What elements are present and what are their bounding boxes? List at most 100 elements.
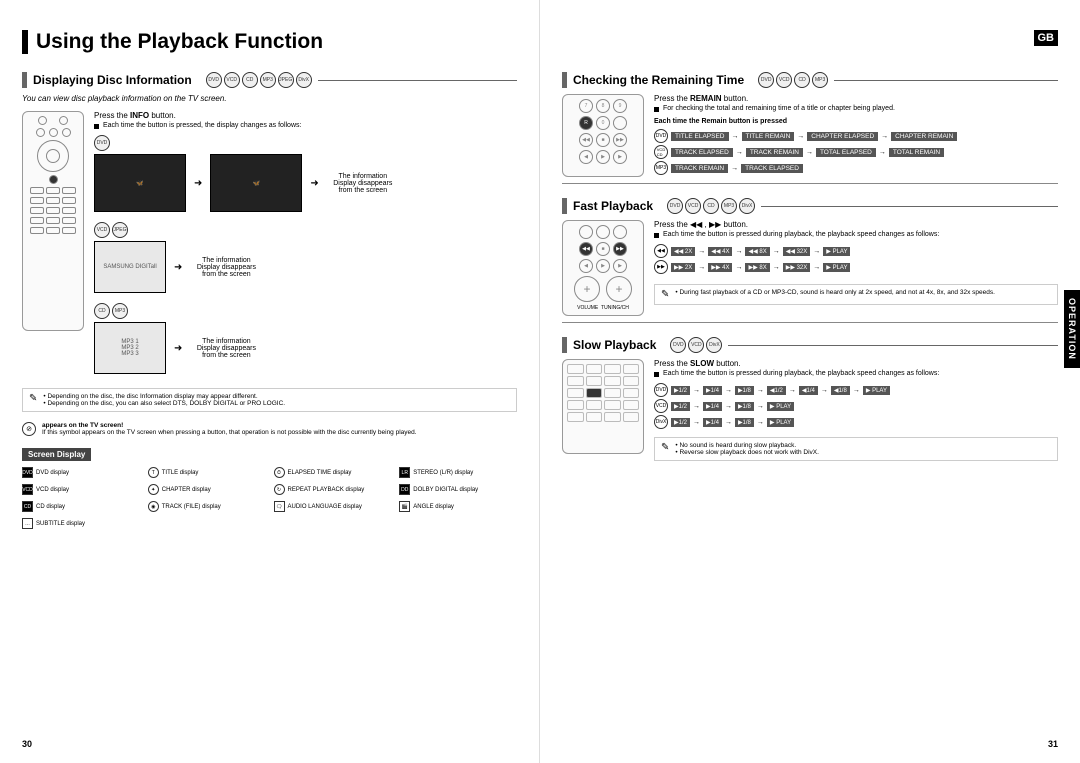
- section-title: Checking the Remaining Time: [573, 73, 752, 87]
- legend-item: ◉TRACK (FILE) display: [148, 501, 266, 512]
- arrow-icon: ➜: [174, 343, 182, 354]
- legend-item: LRSTEREO (L/R) display: [399, 467, 517, 478]
- vcd-icon: VCD: [685, 198, 701, 214]
- info-column: Press the ◀◀ , ▶▶ button. Each time the …: [654, 220, 1058, 316]
- display-group-cd-mp3: CDMP3 MP3 1MP3 2MP3 3 ➜ The information …: [94, 303, 517, 374]
- seq-row: DVD ▶1/2→▶1/4→▶1/8→◀1/2→◀1/4→◀1/8→▶ PLAY: [654, 383, 1058, 397]
- legend-item: 🗨AUDIO LANGUAGE display: [274, 501, 392, 512]
- mp3-icon: MP3: [812, 72, 828, 88]
- divx-icon: DivX: [654, 415, 668, 429]
- region-badge: GB: [1034, 30, 1059, 46]
- cd-icon: CD: [794, 72, 810, 88]
- note-box: ✎ • No sound is heard during slow playba…: [654, 437, 1058, 461]
- remain-instruction: Press the REMAIN button.: [654, 94, 1058, 103]
- content-row-fast: ◀◀■▶▶ ◀▶▶ ++ VOLUME TUNING/CH Press the …: [562, 220, 1058, 316]
- manual-spread: Using the Playback Function Displaying D…: [0, 0, 1080, 763]
- dvd-icon: DVD: [758, 72, 774, 88]
- angle-icon: 🎬: [399, 501, 410, 512]
- section-header-fast: Fast Playback DVD VCD CD MP3 DivX: [562, 198, 1058, 214]
- info-bubble: The information Display disappears from …: [190, 338, 262, 359]
- legend-item: 🎬ANGLE display: [399, 501, 517, 512]
- dolby-icon: DD: [399, 484, 410, 495]
- jpeg-icon: JPEG: [278, 72, 294, 88]
- cd-icon: CD: [242, 72, 258, 88]
- dvd-icon: DVD: [206, 72, 222, 88]
- seq-row: VCD ▶1/2→▶1/4→▶1/8→▶ PLAY: [654, 399, 1058, 413]
- prohibited-icon: ⊘: [22, 422, 36, 436]
- info-bubble: The information Display disappears from …: [327, 173, 399, 194]
- section-title: Displaying Disc Information: [33, 73, 200, 87]
- disc-format-icons: DVD VCD DivX: [670, 337, 722, 353]
- slow-instruction: Press the SLOW button.: [654, 359, 1058, 368]
- page-31: GB OPERATION Checking the Remaining Time…: [540, 0, 1080, 763]
- divx-icon: DivX: [706, 337, 722, 353]
- note-icon: ✎: [661, 442, 669, 456]
- track-icon: ◉: [148, 501, 159, 512]
- main-title: Using the Playback Function: [36, 30, 323, 54]
- vcd-icon: VCD: [688, 337, 704, 353]
- content-row-remaining: 789 R0 ◀◀■▶▶ ◀▶▶ Press the REMAIN button…: [562, 94, 1058, 177]
- dvd-icon: DVD: [670, 337, 686, 353]
- cd-icon: CD: [703, 198, 719, 214]
- info-column: Press the INFO button. Each time the but…: [94, 111, 517, 384]
- page-number-left: 30: [22, 739, 32, 749]
- note-icon: ✎: [29, 393, 37, 407]
- osd-sample-1-icon: 🦋: [94, 154, 186, 212]
- section-header-slow: Slow Playback DVD VCD DivX: [562, 337, 1058, 353]
- remote-playback-icon: ◀◀■▶▶ ◀▶▶ ++ VOLUME TUNING/CH: [562, 220, 644, 316]
- dvd-icon: DVD: [667, 198, 683, 214]
- section-header-remaining: Checking the Remaining Time DVD VCD CD M…: [562, 72, 1058, 88]
- subtitle-icon: …: [22, 518, 33, 529]
- seq-row: MP3 TRACK REMAIN → TRACK ELAPSED: [654, 161, 1058, 175]
- mp3-icon: MP3: [654, 161, 668, 175]
- legend-item: TTITLE display: [148, 467, 266, 478]
- arrow-icon: ➜: [174, 262, 182, 273]
- legend-item: ⏱ELAPSED TIME display: [274, 467, 392, 478]
- content-row-display: Press the INFO button. Each time the but…: [22, 111, 517, 384]
- seq-row: ◀◀ ◀◀ 2X → ◀◀ 4X → ◀◀ 8X → ◀◀ 32X → ▶ PL…: [654, 244, 1058, 258]
- divx-icon: DivX: [739, 198, 755, 214]
- screen-display-label: Screen Display: [22, 448, 91, 461]
- vcd-icon: VCD: [776, 72, 792, 88]
- note-icon: ✎: [661, 289, 669, 300]
- remote-control-icon: [22, 111, 84, 331]
- osd-sample-icon: SAMSUNG DIGITall: [94, 241, 166, 293]
- dvd-badge-icon: DVD: [22, 467, 33, 478]
- forward-icon: ▶▶: [654, 260, 668, 274]
- remote-slow-icon: [562, 359, 644, 454]
- display-group-dvd: DVD 🦋 ➜ 🦋 ➜ The information Display disa…: [94, 135, 517, 212]
- repeat-icon: ↻: [274, 484, 285, 495]
- vcd-icon: VCD: [224, 72, 240, 88]
- legend-item: ✦CHAPTER display: [148, 484, 266, 495]
- content-row-slow: Press the SLOW button. Each time the but…: [562, 359, 1058, 461]
- info-column: Press the SLOW button. Each time the but…: [654, 359, 1058, 461]
- arrow-icon: ➜: [310, 178, 318, 189]
- info-instruction: Press the INFO button.: [94, 111, 517, 120]
- lr-icon: LR: [399, 467, 410, 478]
- seq-row: DivX ▶1/2→▶1/4→▶1/8→▶ PLAY: [654, 415, 1058, 429]
- remote-illustration: [22, 111, 84, 384]
- dvd-icon: DVD: [654, 383, 668, 397]
- vcd-cd-icon: VCDCD: [654, 145, 668, 159]
- page-30: Using the Playback Function Displaying D…: [0, 0, 540, 763]
- section-header-display-info: Displaying Disc Information DVD VCD CD M…: [22, 72, 517, 88]
- vcd-icon: VCD: [654, 399, 668, 413]
- mp3-icon: MP3: [260, 72, 276, 88]
- remain-heading: Each time the Remain button is pressed: [654, 118, 1058, 125]
- legend-item: …SUBTITLE display: [22, 518, 140, 529]
- jpeg-icon: JPEG: [112, 222, 128, 238]
- legend-grid: DVDDVD display TTITLE display ⏱ELAPSED T…: [22, 467, 517, 529]
- main-title-bar: Using the Playback Function: [22, 30, 517, 54]
- divx-icon: DivX: [296, 72, 312, 88]
- info-bubble: The information Display disappears from …: [190, 257, 262, 278]
- fast-instruction: Press the ◀◀ , ▶▶ button.: [654, 220, 1058, 229]
- clock-icon: ⏱: [274, 467, 285, 478]
- sub-instruction: Each time the button is pressed, the dis…: [94, 122, 517, 129]
- legend-item: CDCD display: [22, 501, 140, 512]
- legend-item: DVDDVD display: [22, 467, 140, 478]
- section-title: Fast Playback: [573, 199, 661, 213]
- cd-icon: CD: [94, 303, 110, 319]
- disc-format-icons: DVD VCD CD MP3: [758, 72, 828, 88]
- chapter-icon: ✦: [148, 484, 159, 495]
- info-column: Press the REMAIN button. For checking th…: [654, 94, 1058, 177]
